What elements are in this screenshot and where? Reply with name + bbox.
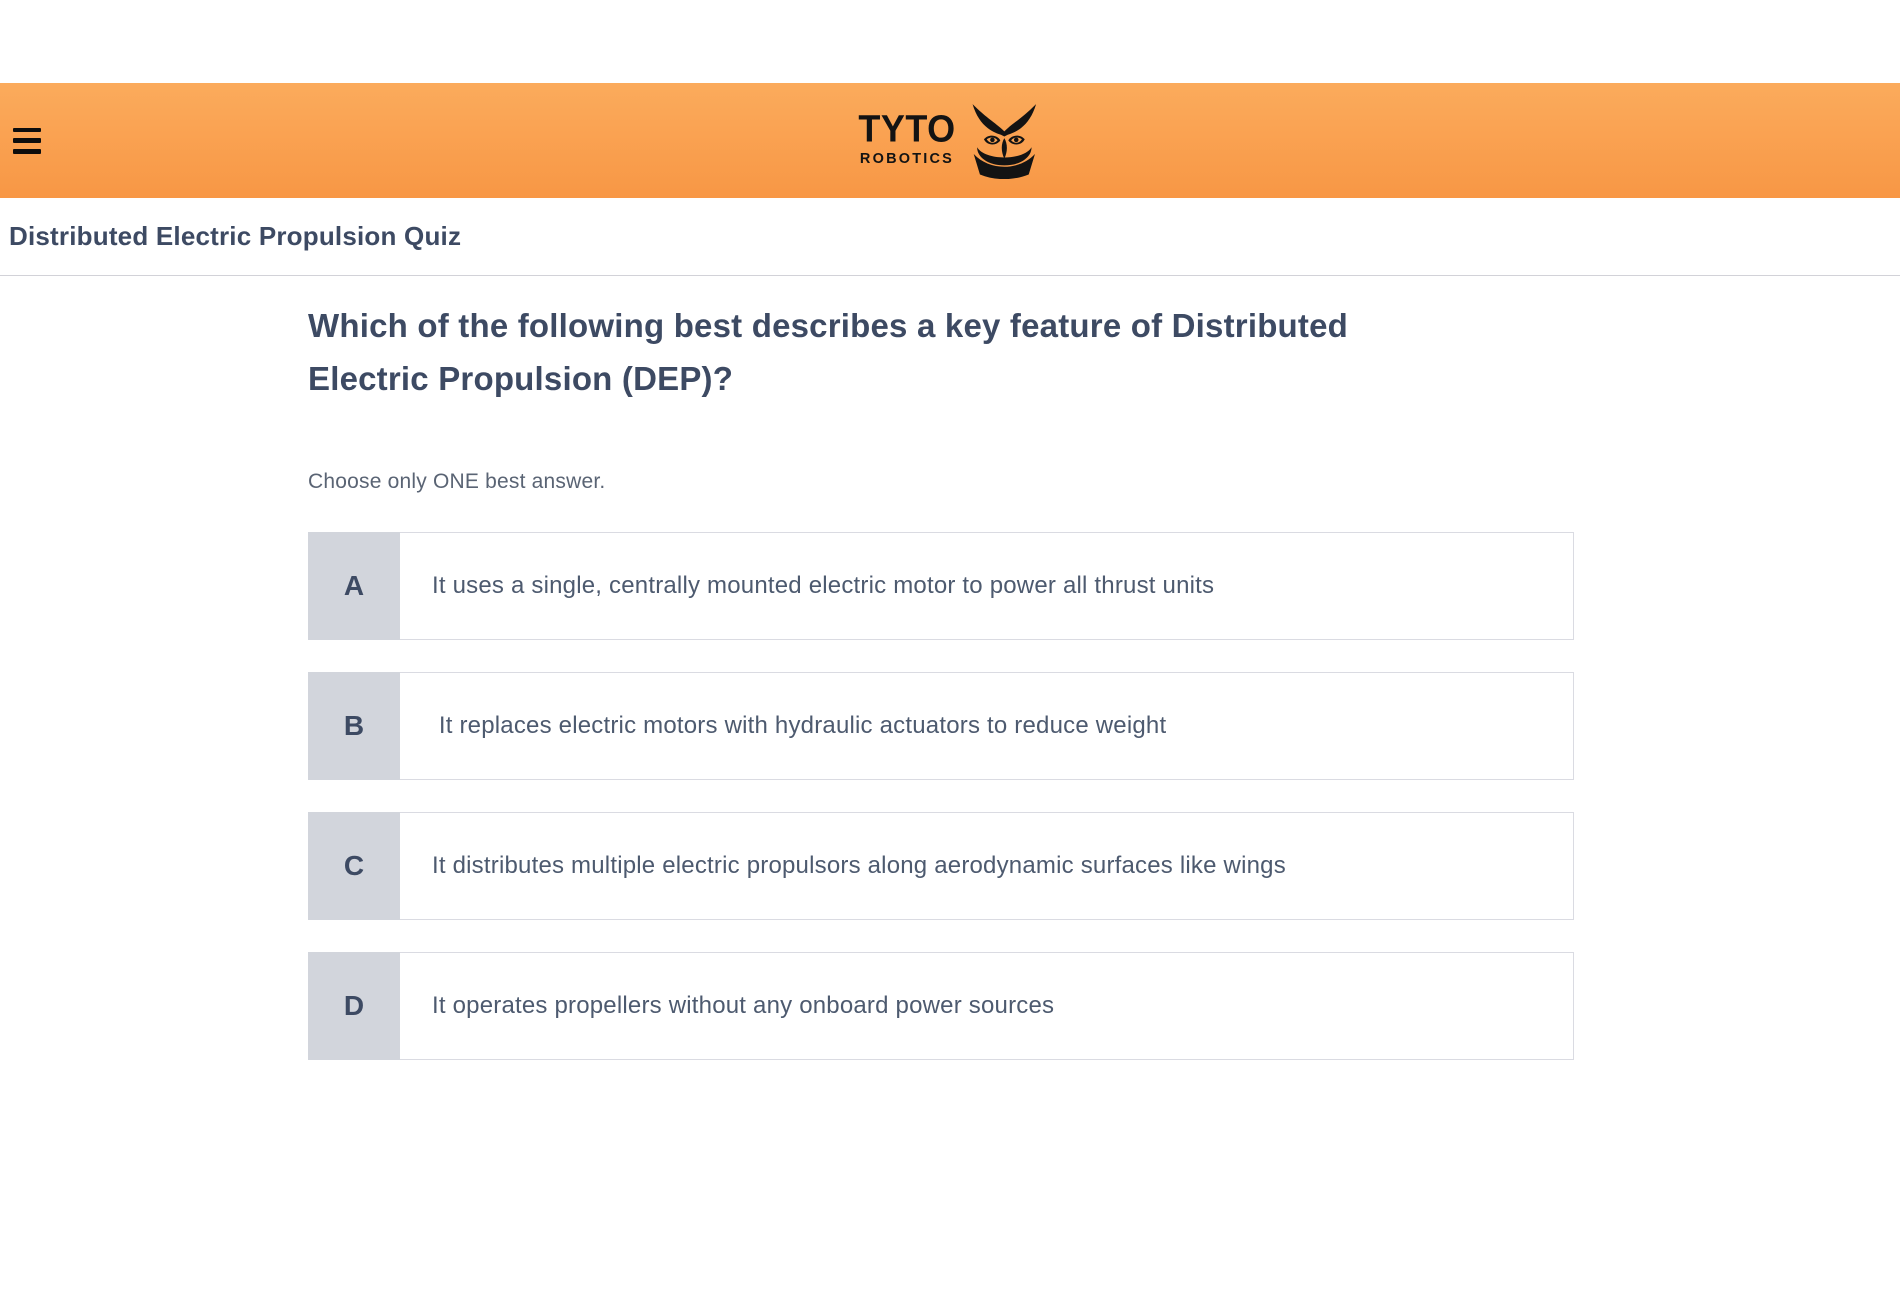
option-b-letter: B: [308, 671, 400, 780]
option-c-text: It distributes multiple electric propuls…: [432, 851, 1286, 879]
hamburger-menu-button[interactable]: [13, 127, 41, 154]
option-c-body[interactable]: It distributes multiple electric propuls…: [400, 811, 1574, 920]
question-instruction: Choose only ONE best answer.: [308, 469, 606, 493]
option-d-text: It operates propellers without any onboa…: [432, 991, 1055, 1019]
option-c-letter: C: [308, 811, 400, 920]
option-d-body[interactable]: It operates propellers without any onboa…: [400, 951, 1574, 1060]
quiz-title-bar: Distributed Electric Propulsion Quiz: [0, 198, 1900, 276]
hamburger-icon: [13, 149, 41, 154]
option-c[interactable]: C It distributes multiple electric propu…: [308, 811, 1574, 920]
option-b-body[interactable]: It replaces electric motors with hydraul…: [400, 671, 1574, 780]
hamburger-icon: [13, 138, 41, 143]
option-b[interactable]: B It replaces electric motors with hydra…: [308, 671, 1574, 780]
brand-wordmark: TYTO ROBOTICS: [858, 107, 956, 167]
brand-name: TYTO: [858, 107, 956, 151]
question-panel: Which of the following best describes a …: [308, 276, 1574, 1060]
option-a-text: It uses a single, centrally mounted elec…: [432, 571, 1215, 599]
option-b-text: It replaces electric motors with hydraul…: [432, 711, 1167, 739]
option-d-letter: D: [308, 951, 400, 1060]
option-a-letter: A: [308, 531, 400, 640]
options-list: A It uses a single, centrally mounted el…: [308, 531, 1574, 1060]
option-d[interactable]: D It operates propellers without any onb…: [308, 951, 1574, 1060]
brand-subtitle: ROBOTICS: [859, 150, 955, 167]
option-a[interactable]: A It uses a single, centrally mounted el…: [308, 531, 1574, 640]
brand-logo: TYTO ROBOTICS: [858, 103, 1041, 179]
question-text: Which of the following best describes a …: [308, 307, 1349, 397]
app-header: TYTO ROBOTICS: [0, 83, 1900, 198]
quiz-title: Distributed Electric Propulsion Quiz: [9, 221, 462, 251]
hamburger-icon: [13, 127, 41, 132]
owl-icon: [972, 103, 1037, 179]
option-a-body[interactable]: It uses a single, centrally mounted elec…: [400, 531, 1574, 640]
